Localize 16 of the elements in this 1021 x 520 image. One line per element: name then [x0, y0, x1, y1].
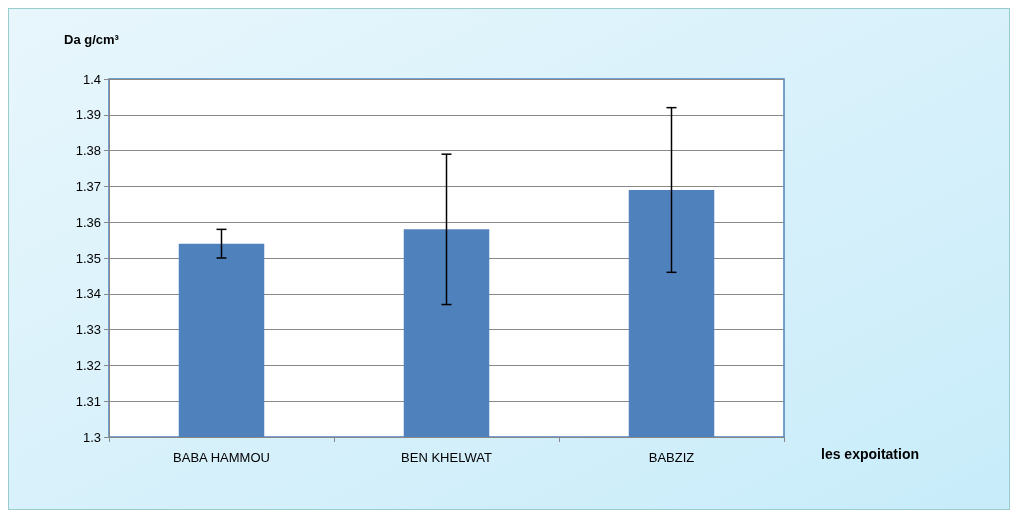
y-tick-label: 1.37 [75, 178, 101, 194]
y-tick-label: 1.32 [75, 357, 101, 373]
y-tick-label: 1.3 [82, 429, 101, 445]
y-tick-label: 1.36 [75, 214, 101, 230]
y-tick-label: 1.33 [75, 322, 101, 338]
x-axis-title: les expoitation [821, 446, 920, 462]
y-tick-label: 1.31 [75, 393, 101, 409]
y-tick-label: 1.39 [75, 107, 101, 123]
x-tick-label: BABA HAMMOU [173, 450, 270, 465]
y-tick-label: 1.4 [82, 71, 101, 87]
y-axis-title: Da g/cm³ [64, 32, 120, 47]
x-tick-label: BEN KHELWAT [401, 450, 492, 465]
x-tick-label: BABZIZ [648, 450, 695, 465]
y-tick-label: 1.35 [75, 250, 101, 266]
y-tick-label: 1.38 [75, 143, 101, 159]
y-tick-label: 1.34 [75, 286, 101, 302]
